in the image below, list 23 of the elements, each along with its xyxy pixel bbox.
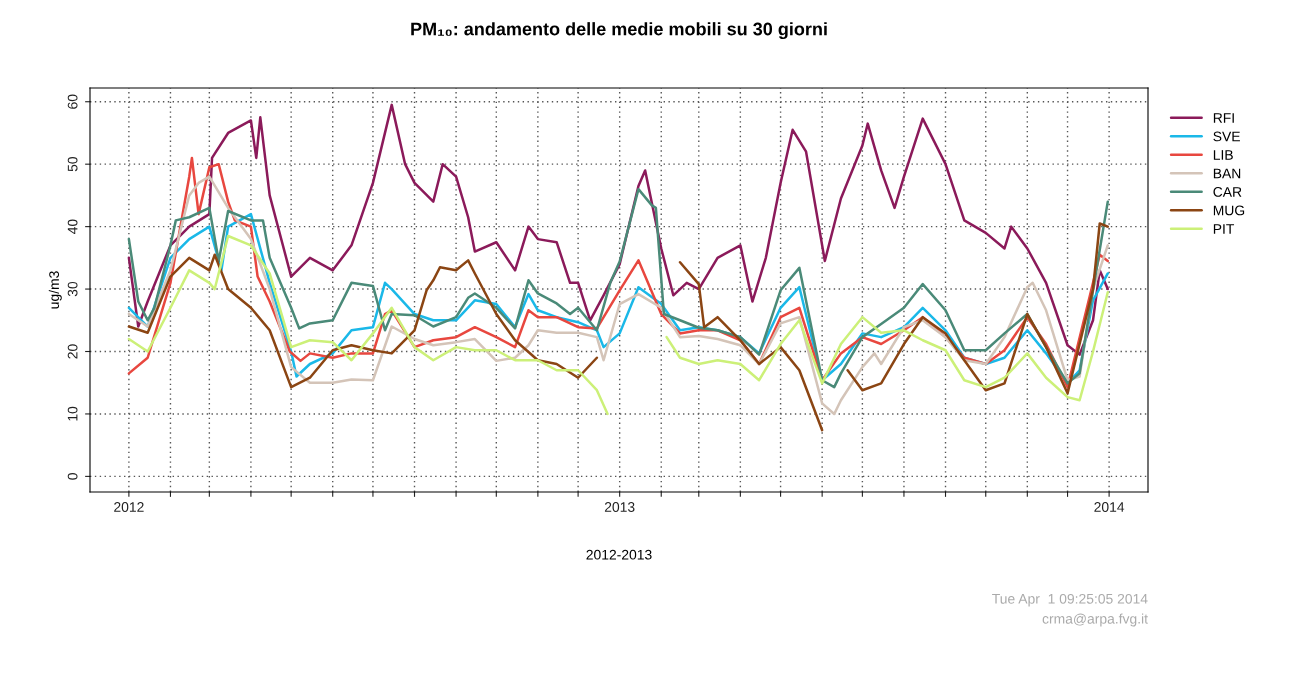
legend-label: BAN [1213,168,1241,179]
x-tick-label: 2013 [604,502,635,512]
y-tick-label: 40 [67,219,78,235]
line-series [127,103,1110,356]
legend-label: SVE [1213,131,1240,142]
x-tick-label: 2014 [1094,502,1125,512]
y-tick-label: 20 [67,344,78,359]
x-axis-title: 2012-2013 [586,549,652,560]
y-axis-title: ug/m3 [48,271,62,309]
x-tick-label: 2012 [114,502,144,512]
y-tick-label: 10 [67,406,78,421]
legend-label: RFI [1213,113,1234,123]
legend-label: CAR [1213,187,1242,197]
legend-label: MUG [1213,205,1245,216]
y-tick-label: 50 [67,157,78,172]
y-tick-label: 30 [67,281,78,297]
legend-label: LIB [1213,150,1233,160]
legend-label: PIT [1213,224,1235,234]
y-tick-label: 60 [67,94,78,109]
text: Tue Apr 1 09:25:05 2014 [992,593,1148,607]
text: crma@arpa.fvg.it [1042,613,1148,627]
chart-title: PM₁₀: andamento delle medie mobili su 30 giorni [411,22,827,40]
y-tick-label: 0 [67,473,78,480]
